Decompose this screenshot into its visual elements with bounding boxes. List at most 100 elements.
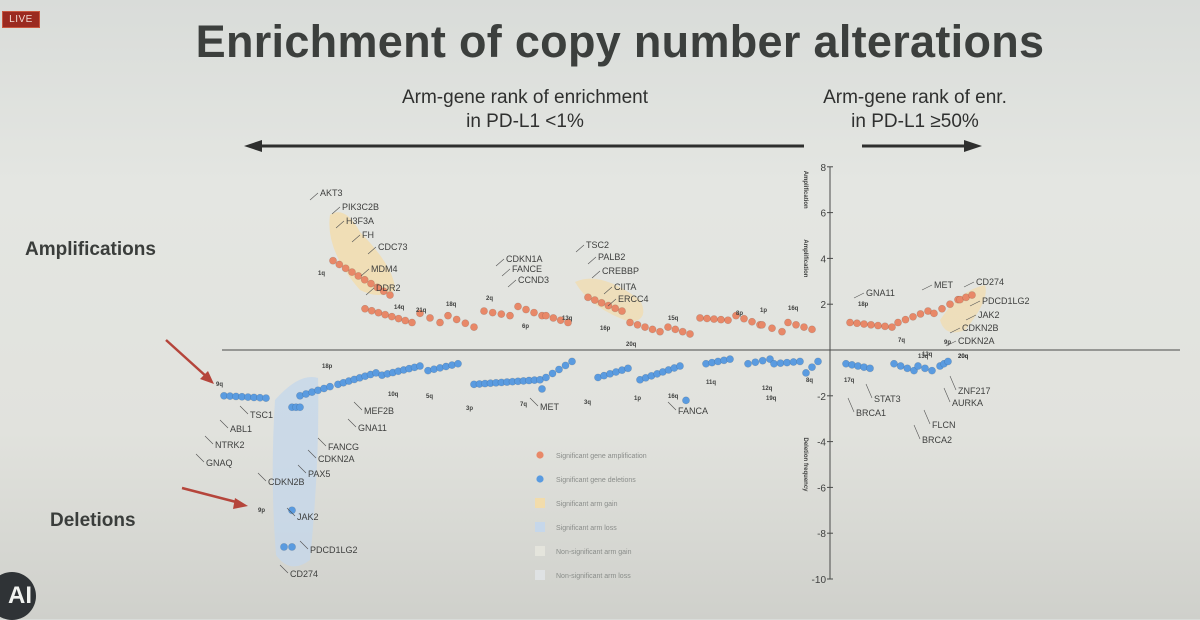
del-arm-point <box>789 358 798 366</box>
gene-label-pdcd1lg2: PDCD1LG2 <box>310 545 358 555</box>
legend-item-5: Non-significant arm gain <box>556 549 632 556</box>
fanca-del-point <box>682 396 690 405</box>
arm-label-del: 9q <box>216 382 223 388</box>
amp-arm-point <box>894 318 902 327</box>
legend-item-3: Significant arm gain <box>556 501 618 508</box>
del-arm-point <box>866 364 874 373</box>
amp-arm-point <box>611 304 620 313</box>
deletions-label: Deletions <box>50 510 136 531</box>
gene-label-jak2: JAK2 <box>978 310 1000 320</box>
pointer-arrow-bottom <box>181 486 241 505</box>
leader-line <box>307 449 317 459</box>
arm-label-amp: 1q <box>318 271 325 277</box>
amp-arm-point <box>626 318 634 327</box>
jak2-del-point <box>288 506 296 515</box>
amp-arm-point <box>732 311 740 320</box>
gene-label-jak2: JAK2 <box>297 512 319 522</box>
leader-line <box>667 401 677 411</box>
amp-arm-point <box>348 268 356 277</box>
amp-arm-point <box>930 309 938 318</box>
arm-label-amp: 20q <box>958 354 969 360</box>
del-arm-point <box>814 357 822 366</box>
arm-label-del: 3q <box>584 400 591 406</box>
amp-arm-point <box>452 315 461 324</box>
gene-label-brca1: BRCA1 <box>856 408 886 418</box>
header-left: Arm-gene rank of enrichment in PD-L1 <1% <box>340 86 710 134</box>
gene-label-mef2b: MEF2B <box>364 406 394 416</box>
leader-line <box>865 383 873 399</box>
del-arm-point <box>776 359 785 368</box>
del-arm-point <box>751 358 760 367</box>
amp-arm-point <box>724 316 732 325</box>
amp-arm-point <box>530 308 538 317</box>
gene-label-tsc1: TSC1 <box>250 410 273 420</box>
amp-arm-point <box>461 319 470 328</box>
amp-arm-point <box>426 314 434 322</box>
amp-arm-point <box>549 314 558 322</box>
y-tick-label: -10 <box>812 575 827 586</box>
legend-item-2: Significant gene deletions <box>556 477 636 484</box>
amp-arm-point <box>748 317 756 326</box>
arm-label-amp: 20q <box>626 342 637 348</box>
y-tick-label: -2 <box>817 392 826 403</box>
amp-arm-point <box>329 256 337 265</box>
leader-line <box>575 244 585 253</box>
gene-label-gna11: GNA11 <box>358 423 387 433</box>
gene-label-pik3c2b: PIK3C2B <box>342 202 379 212</box>
amp-arm-point <box>590 296 599 304</box>
arm-gain-shade-1q <box>329 212 395 295</box>
leader-line <box>286 507 296 517</box>
amp-arm-point <box>416 309 424 318</box>
arm-label-amp: 18q <box>446 302 457 308</box>
leader-line <box>603 286 613 295</box>
pointer-arrow-top <box>165 339 209 379</box>
amp-arm-point <box>497 310 506 319</box>
amp-arm-point <box>778 327 786 336</box>
gene-label-abl1: ABL1 <box>230 424 252 434</box>
amp-arm-point <box>514 302 522 311</box>
leader-line <box>239 405 249 415</box>
amp-arm-point <box>618 307 626 315</box>
leader-line <box>360 268 370 277</box>
gene-label-flcn: FLCN <box>932 420 956 430</box>
amp-arm-point <box>686 330 694 338</box>
amp-arm-point <box>373 283 382 292</box>
gene-label-mdm4: MDM4 <box>371 264 398 274</box>
amp-arm-point <box>444 311 452 320</box>
amp-arm-point <box>740 314 748 323</box>
leader-line <box>351 234 361 243</box>
amp-arm-point <box>470 323 478 331</box>
arm-label-amp: 15q <box>668 316 679 322</box>
amp-arm-point <box>671 325 680 334</box>
leader-line <box>587 256 597 265</box>
left-arrowhead <box>244 140 262 152</box>
leader-line <box>317 437 327 447</box>
slide-title: Enrichment of copy number alterations <box>195 16 1045 67</box>
y-axis-side-label: Amplification <box>802 239 808 277</box>
del-arm-point <box>944 357 952 366</box>
del-arm-point <box>796 357 804 366</box>
del-arm-point <box>726 355 734 364</box>
gene-label-ddr2: DDR2 <box>376 283 401 293</box>
leader-line <box>495 258 505 267</box>
legend-swatch <box>535 522 545 532</box>
legend-item-4: Significant arm loss <box>556 525 617 532</box>
amp-arm-point <box>488 308 497 317</box>
amp-arm-point <box>394 314 403 323</box>
y-axis-side-label: Deletion frequency <box>802 437 808 492</box>
del-arm-point <box>896 362 905 370</box>
amp-arm-point <box>717 315 725 324</box>
del-arm-point <box>624 364 632 373</box>
arm-loss-shade-9p <box>272 376 319 567</box>
header-left-line1: Arm-gene rank of enrichment <box>401 87 649 108</box>
gene-label-ciita: CIITA <box>614 282 636 292</box>
amp-arm-point <box>656 327 664 336</box>
y-tick-label: 6 <box>820 209 826 220</box>
amp-arm-point <box>564 318 572 327</box>
amp-arm-point <box>808 325 816 334</box>
gene-label-pax5: PAX5 <box>308 469 330 479</box>
legend-swatch <box>535 570 545 580</box>
arm-label-del: 9p <box>258 508 265 514</box>
amp-arm-point <box>648 325 657 334</box>
gene-label-cdkn2a: CDKN2A <box>958 336 995 346</box>
